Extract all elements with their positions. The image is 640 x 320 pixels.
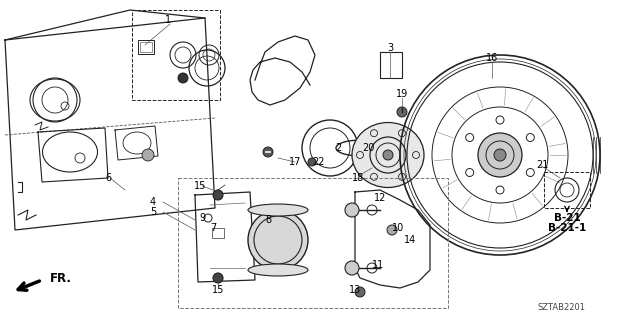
Circle shape	[494, 149, 506, 161]
Text: 11: 11	[372, 260, 384, 270]
Text: 14: 14	[404, 235, 416, 245]
Text: 12: 12	[374, 193, 386, 203]
Text: 19: 19	[396, 89, 408, 99]
Text: 5: 5	[150, 207, 156, 217]
Text: 1: 1	[165, 15, 171, 25]
Circle shape	[213, 190, 223, 200]
Circle shape	[478, 133, 522, 177]
Bar	[212, 228, 224, 238]
Bar	[380, 52, 402, 78]
Text: 20: 20	[362, 143, 374, 153]
Ellipse shape	[248, 204, 308, 216]
Text: 9: 9	[199, 213, 205, 223]
Circle shape	[142, 149, 154, 161]
Circle shape	[387, 225, 397, 235]
Circle shape	[248, 210, 308, 270]
Text: 6: 6	[105, 173, 111, 183]
Circle shape	[213, 273, 223, 283]
Text: 7: 7	[210, 223, 216, 233]
Text: 22: 22	[312, 157, 324, 167]
Text: 3: 3	[387, 43, 393, 53]
Ellipse shape	[352, 123, 424, 188]
Bar	[140, 42, 152, 52]
Text: 18: 18	[352, 173, 364, 183]
Circle shape	[345, 203, 359, 217]
Circle shape	[345, 261, 359, 275]
Circle shape	[178, 73, 188, 83]
Text: SZTAB2201: SZTAB2201	[537, 303, 585, 313]
Text: 15: 15	[212, 285, 224, 295]
Circle shape	[355, 287, 365, 297]
Text: B-21: B-21	[554, 213, 580, 223]
Bar	[138, 40, 154, 54]
Text: 2: 2	[335, 143, 341, 153]
Text: B-21-1: B-21-1	[548, 223, 586, 233]
Text: 10: 10	[392, 223, 404, 233]
Text: FR.: FR.	[50, 271, 72, 284]
Ellipse shape	[248, 264, 308, 276]
Text: 17: 17	[289, 157, 301, 167]
Text: 21: 21	[536, 160, 548, 170]
Text: 13: 13	[349, 285, 361, 295]
Circle shape	[383, 150, 393, 160]
Circle shape	[308, 158, 316, 166]
Text: 4: 4	[150, 197, 156, 207]
Text: 8: 8	[265, 215, 271, 225]
Text: 16: 16	[486, 53, 498, 63]
Circle shape	[263, 147, 273, 157]
Text: 15: 15	[194, 181, 206, 191]
Circle shape	[397, 107, 407, 117]
